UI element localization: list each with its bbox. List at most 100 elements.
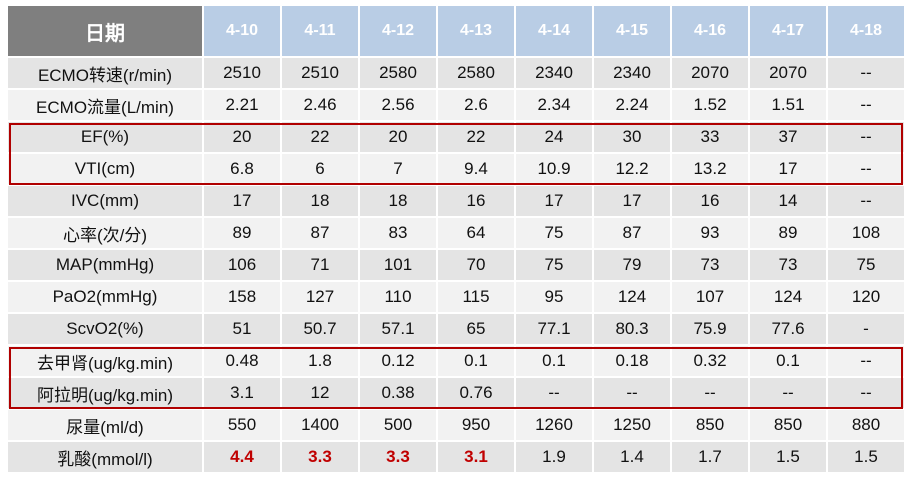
data-table: 日期 4-10 4-11 4-12 4-13 4-14 4-15 4-16 4-17 4-18 EC… — [8, 6, 904, 472]
cell-value: 1.5 — [828, 442, 904, 472]
cell-value: 0.48 — [204, 346, 280, 376]
cell-value: 17 — [594, 186, 670, 216]
cell-value: 79 — [594, 250, 670, 280]
cell-value: 9.4 — [438, 154, 514, 184]
row-label: 尿量(ml/d) — [8, 410, 202, 440]
cell-value: 3.3 — [360, 442, 436, 472]
cell-value: 0.32 — [672, 346, 748, 376]
cell-value: 77.1 — [516, 314, 592, 344]
cell-value: 51 — [204, 314, 280, 344]
cell-value: 57.1 — [360, 314, 436, 344]
cell-value: 4.4 — [204, 442, 280, 472]
cell-value: 3.1 — [438, 442, 514, 472]
row-label: EF(%) — [8, 122, 202, 152]
cell-value: 0.1 — [438, 346, 514, 376]
date-header: 4-11 — [282, 6, 358, 56]
cell-value: 3.3 — [282, 442, 358, 472]
cell-value: -- — [828, 346, 904, 376]
cell-value: 18 — [360, 186, 436, 216]
cell-value: 850 — [750, 410, 826, 440]
cell-value: 89 — [750, 218, 826, 248]
cell-value: 12 — [282, 378, 358, 408]
date-header: 4-13 — [438, 6, 514, 56]
cell-value: 1.4 — [594, 442, 670, 472]
cell-value: 0.18 — [594, 346, 670, 376]
cell-value: 22 — [438, 122, 514, 152]
cell-value: 2.46 — [282, 90, 358, 120]
cell-value: 12.2 — [594, 154, 670, 184]
cell-value: 17 — [516, 186, 592, 216]
cell-value: 75 — [516, 218, 592, 248]
cell-value: -- — [828, 186, 904, 216]
cell-value: 87 — [282, 218, 358, 248]
cell-value: 6.8 — [204, 154, 280, 184]
cell-value: 0.76 — [438, 378, 514, 408]
cell-value: -- — [828, 378, 904, 408]
cell-value: 2.34 — [516, 90, 592, 120]
cell-value: 550 — [204, 410, 280, 440]
cell-value: 2510 — [204, 58, 280, 88]
cell-value: 1.5 — [750, 442, 826, 472]
cell-value: 0.38 — [360, 378, 436, 408]
cell-value: 500 — [360, 410, 436, 440]
highlight-box — [9, 123, 903, 185]
cell-value: 73 — [672, 250, 748, 280]
cell-value: 20 — [204, 122, 280, 152]
cell-value: 17 — [204, 186, 280, 216]
row-label: ECMO流量(L/min) — [8, 90, 202, 120]
cell-value: 83 — [360, 218, 436, 248]
cell-value: 1.9 — [516, 442, 592, 472]
cell-value: 6 — [282, 154, 358, 184]
cell-value: 2070 — [750, 58, 826, 88]
cell-value: - — [828, 314, 904, 344]
cell-value: 73 — [750, 250, 826, 280]
cell-value: 30 — [594, 122, 670, 152]
cell-value: 1.8 — [282, 346, 358, 376]
cell-value: 0.1 — [750, 346, 826, 376]
cell-value: 0.1 — [516, 346, 592, 376]
row-label: IVC(mm) — [8, 186, 202, 216]
cell-value: 127 — [282, 282, 358, 312]
cell-value: 880 — [828, 410, 904, 440]
cell-value: 7 — [360, 154, 436, 184]
cell-value: 1250 — [594, 410, 670, 440]
cell-value: 80.3 — [594, 314, 670, 344]
cell-value: 850 — [672, 410, 748, 440]
cell-value: 10.9 — [516, 154, 592, 184]
cell-value: 106 — [204, 250, 280, 280]
cell-value: 1.7 — [672, 442, 748, 472]
cell-value: 77.6 — [750, 314, 826, 344]
row-label: PaO2(mmHg) — [8, 282, 202, 312]
cell-value: 95 — [516, 282, 592, 312]
cell-value: 101 — [360, 250, 436, 280]
row-label: 乳酸(mmol/l) — [8, 442, 202, 472]
cell-value: 120 — [828, 282, 904, 312]
row-label: 阿拉明(ug/kg.min) — [8, 378, 202, 408]
cell-value: 50.7 — [282, 314, 358, 344]
cell-value: -- — [828, 154, 904, 184]
date-header: 4-12 — [360, 6, 436, 56]
cell-value: 3.1 — [204, 378, 280, 408]
cell-value: 16 — [672, 186, 748, 216]
date-header: 4-14 — [516, 6, 592, 56]
cell-value: 2070 — [672, 58, 748, 88]
cell-value: 158 — [204, 282, 280, 312]
cell-value: -- — [828, 90, 904, 120]
header-label: 日期 — [8, 6, 202, 56]
row-label: ECMO转速(r/min) — [8, 58, 202, 88]
cell-value: 14 — [750, 186, 826, 216]
cell-value: -- — [828, 122, 904, 152]
cell-value: 1260 — [516, 410, 592, 440]
cell-value: 65 — [438, 314, 514, 344]
cell-value: 2.56 — [360, 90, 436, 120]
cell-value: 70 — [438, 250, 514, 280]
cell-value: 75 — [828, 250, 904, 280]
row-label: VTI(cm) — [8, 154, 202, 184]
cell-value: 33 — [672, 122, 748, 152]
cell-value: 93 — [672, 218, 748, 248]
date-header: 4-15 — [594, 6, 670, 56]
cell-value: 37 — [750, 122, 826, 152]
cell-value: 107 — [672, 282, 748, 312]
cell-value: 1.51 — [750, 90, 826, 120]
